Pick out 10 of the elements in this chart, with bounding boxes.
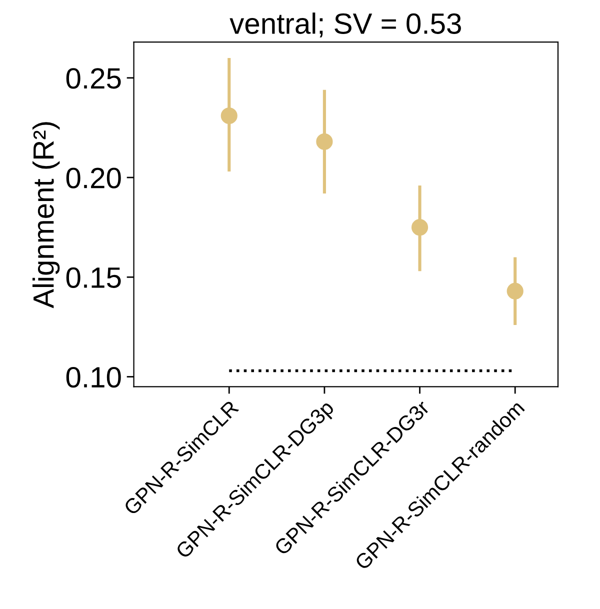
point bbox=[506, 282, 524, 300]
y-axis-title: Alignment (R²) bbox=[32, 122, 60, 308]
point bbox=[316, 133, 333, 150]
chart-title: ventral; SV = 0.53 bbox=[230, 12, 461, 38]
y-tick-label: 0.15 bbox=[66, 267, 121, 288]
y-tick-label: 0.10 bbox=[66, 366, 121, 388]
y-tick-label: 0.25 bbox=[66, 68, 121, 89]
point bbox=[220, 107, 238, 124]
y-tick-label: 0.20 bbox=[66, 168, 121, 188]
point bbox=[411, 219, 428, 236]
